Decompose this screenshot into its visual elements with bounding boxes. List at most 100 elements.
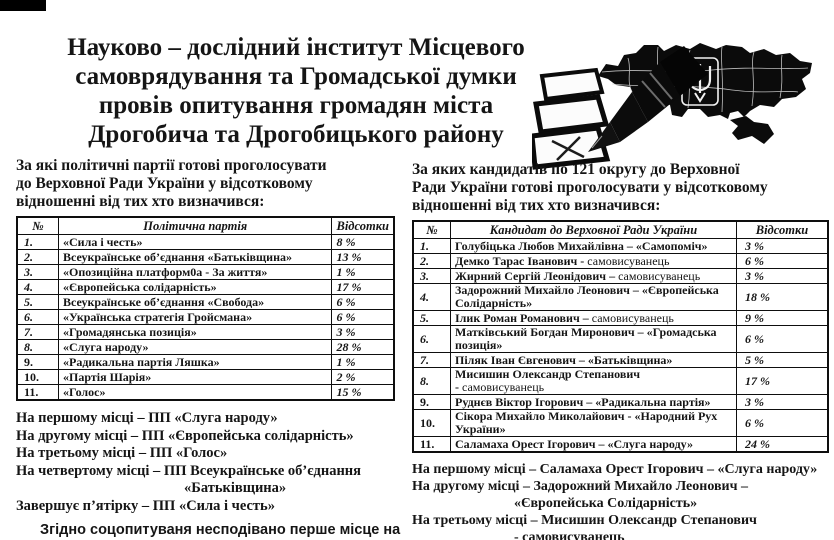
result-item: На третьому місці – ПП «Голос»: [16, 445, 408, 463]
candidate-bold-part: Саламаха Орест Ігорович – «Слуга народу»: [455, 436, 693, 451]
ballot-ukraine-illustration: [529, 0, 834, 170]
cell-number: 11.: [16, 384, 59, 401]
candidate-results-list: На першому місці – Саламаха Орест Ігоров…: [412, 461, 831, 540]
result-continuation: «Європейська Солідарність»: [514, 496, 698, 511]
result-line: На першому місці – ПП «Слуга народу»: [16, 410, 278, 426]
table-row: 6. Матківський Богдан Миронович – «Грома…: [412, 325, 829, 353]
cell-candidate-name: Мисишин Олександр Степанович - самовисува…: [450, 367, 737, 395]
result-item: На першому місці – Саламаха Орест Ігоров…: [412, 461, 831, 478]
result-item: На третьому місці – Мисишин Олександр Ст…: [412, 512, 831, 540]
cell-percent: 13 %: [331, 249, 395, 265]
table-row: 3. «Опозиційна платформ0а - За життя» 1 …: [16, 264, 395, 280]
result-line: На першому місці – Саламаха Орест Ігоров…: [412, 462, 818, 477]
table-row: 2. Демко Тарас Іванович - самовисуванець …: [412, 253, 829, 269]
table-row: 11. Саламаха Орест Ігорович – «Слуга нар…: [412, 436, 829, 453]
table-row: 5. Всеукраїнське об’єднання «Свобода» 6 …: [16, 294, 395, 310]
note-paragraph: Згідно соцопитуваня несподівано перше мі…: [16, 522, 411, 540]
cell-candidate-name: Піляк Іван Євгенович – «Батьківщина»: [450, 352, 737, 368]
intro-line: відношенні від тих хто визначився:: [16, 193, 265, 210]
cell-party-name: «Партія Шарія»: [57, 369, 333, 385]
cell-candidate-name: Голубіцька Любов Михайлівна – «Самопоміч…: [450, 238, 737, 254]
cell-percent: 17 %: [331, 279, 395, 295]
title-line: Дрогобича та Дрогобицького району: [88, 121, 504, 148]
cell-party-name: «Сила і честь»: [57, 234, 333, 250]
table-row: 8. «Слуга народу» 28 %: [16, 339, 395, 355]
cell-percent: 9 %: [736, 310, 829, 326]
cell-percent: 8 %: [331, 234, 395, 250]
candidate-bold-part: Ілик Роман Романович –: [455, 310, 589, 325]
candidate-bold-part: Сікора Михайло Миколайович - «Народний Р…: [455, 409, 718, 436]
cell-percent: 28 %: [331, 339, 395, 355]
result-line: На другому місці – ПП «Європейська солід…: [16, 427, 354, 444]
cell-number: 1.: [412, 238, 451, 254]
result-line: На третьому місці – ПП «Голос»: [16, 445, 228, 461]
cell-candidate-name: Ілик Роман Романович – самовисуванець: [450, 310, 737, 326]
column-header-candidate: Кандидат до Верховної Ради України: [450, 220, 737, 239]
table-row: 7. «Громадянська позиція» 3 %: [16, 324, 395, 340]
title-line: провів опитування громадян міста: [98, 92, 494, 119]
result-continuation: «Батьківщина»: [184, 480, 287, 496]
candidate-bold-part: Піляк Іван Євгенович – «Батьківщина»: [455, 352, 673, 367]
cell-candidate-name: Демко Тарас Іванович - самовисуванець: [450, 253, 737, 269]
table-row: 4. Задорожний Михайло Леонович – «Європе…: [412, 283, 829, 311]
table-row: 9. «Радикальна партія Ляшка» 1 %: [16, 354, 395, 370]
cell-number: 8.: [412, 367, 451, 395]
cell-number: 9.: [412, 394, 451, 410]
cell-number: 2.: [412, 253, 451, 269]
result-item: На другому місці – Задорожний Михайло Ле…: [412, 478, 831, 512]
table-row: 3. Жирний Сергій Леонідович – самовисуван…: [412, 268, 829, 284]
cell-party-name: «Європейська солідарність»: [57, 279, 333, 295]
cell-number: 10.: [412, 409, 451, 437]
cell-percent: 3 %: [736, 238, 829, 254]
cell-number: 4.: [412, 283, 451, 311]
candidates-table: № Кандидат до Верховної Ради України Від…: [412, 220, 829, 453]
party-results-list: На першому місці – ПП «Слуга народу» На …: [16, 410, 408, 515]
candidate-plain-part: самовисуванець: [462, 380, 545, 394]
cell-number: 4.: [16, 279, 59, 295]
cell-candidate-name: Жирний Сергій Леонідович – самовисуванець: [450, 268, 737, 284]
cell-number: 7.: [16, 324, 59, 340]
cell-percent: 2 %: [331, 369, 395, 385]
cell-percent: 6 %: [736, 253, 829, 269]
cell-number: 3.: [16, 264, 59, 280]
result-item: На четвертому місці – ПП Всеукраїнське о…: [16, 463, 408, 498]
cell-party-name: Всеукраїнське об’єднання «Свобода»: [57, 294, 333, 310]
page-title: Науково – дослідний інститут Місцевого с…: [6, 33, 586, 149]
cell-percent: 24 %: [736, 436, 829, 453]
cell-candidate-name: Матківський Богдан Миронович – «Громадсь…: [450, 325, 737, 353]
candidate-bold-part: Мисишин Олександр Степанович -: [455, 367, 640, 394]
result-item: На другому місці – ПП «Європейська солід…: [16, 428, 408, 446]
candidate-bold-part: Руднєв Віктор Ігорович – «Радикальна пар…: [455, 394, 711, 409]
result-line: На другому місці – Задорожний Михайло Ле…: [412, 479, 749, 494]
cell-party-name: «Опозиційна платформ0а - За життя»: [57, 264, 333, 280]
cell-percent: 3 %: [331, 324, 395, 340]
candidate-plain-part: самовисуванець: [618, 268, 701, 283]
cell-party-name: «Голос»: [57, 384, 333, 401]
cell-percent: 15 %: [331, 384, 395, 401]
intro-line: відношенні від тих хто визначився:: [412, 197, 661, 214]
cell-number: 9.: [16, 354, 59, 370]
result-continuation: - самовисуванець: [514, 530, 625, 540]
column-header-percent: Відсотки: [331, 216, 395, 235]
marker-pen-icon: [588, 46, 708, 152]
table-row: 10. «Партія Шарія» 2 %: [16, 369, 395, 385]
table-header-row: № Політична партія Відсотки: [16, 216, 395, 235]
title-line: самоврядування та Громадської думки: [75, 63, 517, 90]
intro-line: За які політичні партії готові проголосу…: [16, 157, 327, 174]
cell-candidate-name: Сікора Михайло Миколайович - «Народний Р…: [450, 409, 737, 437]
candidate-bold-part: Голубіцька Любов Михайлівна – «Самопоміч…: [455, 238, 708, 253]
cell-number: 6.: [16, 309, 59, 325]
candidate-bold-part: Демко Тарас Іванович -: [455, 253, 585, 268]
cell-candidate-name: Задорожний Михайло Леонович – «Європейсь…: [450, 283, 737, 311]
cell-percent: 17 %: [736, 367, 829, 395]
ballot-checkboxes-icon: [529, 67, 611, 170]
cell-number: 3.: [412, 268, 451, 284]
candidates-section: За яких кандидатів по 121 округу до Верх…: [412, 161, 831, 540]
candidates-intro: За яких кандидатів по 121 округу до Верх…: [412, 161, 831, 215]
table-row: 2. Всеукраїнське об’єднання «Батьківщина…: [16, 249, 395, 265]
cell-percent: 3 %: [736, 268, 829, 284]
candidate-plain-part: самовисуванець: [591, 310, 674, 325]
table-row: 10. Сікора Михайло Миколайович - «Народн…: [412, 409, 829, 437]
cell-percent: 6 %: [331, 294, 395, 310]
